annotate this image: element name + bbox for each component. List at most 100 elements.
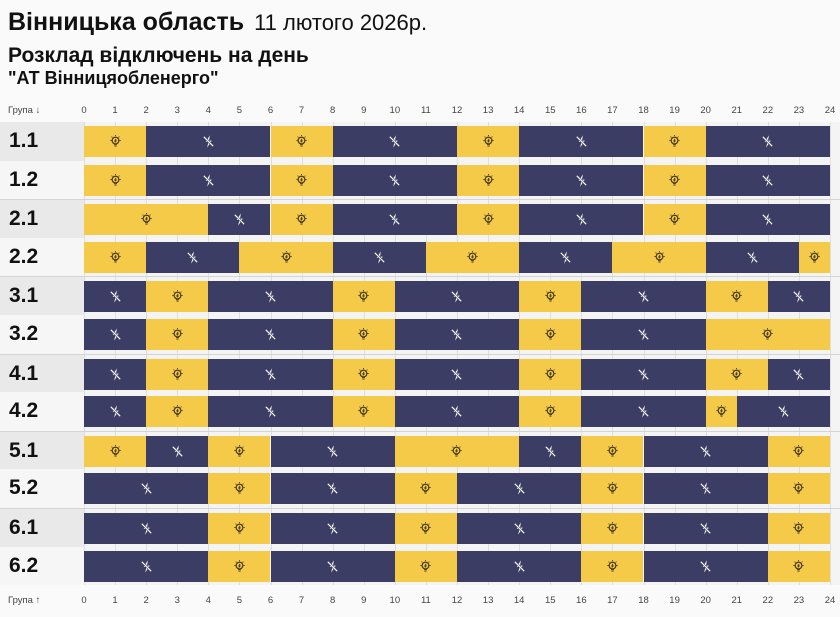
- power-off-segment[interactable]: [519, 164, 644, 196]
- power-on-segment[interactable]: [270, 126, 333, 157]
- power-off-segment[interactable]: [208, 396, 333, 428]
- power-on-segment[interactable]: [767, 550, 830, 582]
- power-on-segment[interactable]: [581, 550, 644, 582]
- power-on-segment[interactable]: [767, 513, 830, 544]
- power-on-segment[interactable]: [84, 164, 147, 196]
- power-off-segment[interactable]: [270, 435, 395, 467]
- power-off-segment[interactable]: [705, 164, 830, 196]
- power-off-segment[interactable]: [208, 319, 333, 350]
- power-off-segment[interactable]: [332, 241, 426, 273]
- power-off-segment[interactable]: [332, 126, 457, 157]
- power-off-segment[interactable]: [581, 281, 706, 313]
- power-off-segment[interactable]: [84, 550, 209, 582]
- power-off-segment[interactable]: [146, 241, 240, 273]
- power-on-segment[interactable]: [146, 319, 209, 350]
- power-off-segment[interactable]: [394, 319, 520, 350]
- power-on-segment[interactable]: [519, 358, 582, 390]
- power-on-segment[interactable]: [84, 204, 209, 236]
- power-off-segment[interactable]: [581, 319, 706, 350]
- power-on-segment[interactable]: [146, 358, 209, 390]
- power-off-segment[interactable]: [767, 281, 830, 313]
- power-on-segment[interactable]: [612, 241, 706, 273]
- power-off-segment[interactable]: [705, 241, 799, 273]
- power-on-segment[interactable]: [146, 281, 209, 313]
- power-off-segment[interactable]: [84, 473, 209, 505]
- power-on-segment[interactable]: [270, 164, 333, 196]
- power-on-segment[interactable]: [84, 126, 147, 157]
- power-on-segment[interactable]: [270, 204, 333, 236]
- power-on-segment[interactable]: [643, 164, 706, 196]
- power-off-segment[interactable]: [208, 281, 333, 313]
- power-on-segment[interactable]: [457, 164, 520, 196]
- power-on-segment[interactable]: [519, 319, 582, 350]
- power-on-segment[interactable]: [425, 241, 520, 273]
- power-off-segment[interactable]: [84, 319, 147, 350]
- power-off-segment[interactable]: [643, 435, 768, 467]
- power-on-segment[interactable]: [705, 319, 830, 350]
- power-off-segment[interactable]: [581, 358, 706, 390]
- power-off-segment[interactable]: [270, 473, 395, 505]
- power-off-segment[interactable]: [332, 204, 457, 236]
- power-off-segment[interactable]: [736, 396, 830, 428]
- power-on-segment[interactable]: [394, 473, 457, 505]
- power-on-segment[interactable]: [643, 126, 706, 157]
- power-on-segment[interactable]: [798, 241, 830, 273]
- power-off-segment[interactable]: [394, 358, 520, 390]
- power-on-segment[interactable]: [767, 435, 830, 467]
- power-off-segment[interactable]: [705, 126, 830, 157]
- power-on-segment[interactable]: [394, 513, 457, 544]
- power-off-segment[interactable]: [146, 435, 209, 467]
- power-off-segment[interactable]: [457, 550, 582, 582]
- power-on-segment[interactable]: [332, 396, 395, 428]
- power-on-segment[interactable]: [767, 473, 830, 505]
- group-sort-label[interactable]: Група ↑: [8, 595, 41, 606]
- power-off-segment[interactable]: [84, 358, 147, 390]
- power-on-segment[interactable]: [332, 358, 395, 390]
- power-on-segment[interactable]: [519, 281, 582, 313]
- power-on-segment[interactable]: [239, 241, 333, 273]
- power-off-segment[interactable]: [394, 281, 520, 313]
- power-off-segment[interactable]: [581, 396, 706, 428]
- power-on-segment[interactable]: [519, 396, 582, 428]
- power-on-segment[interactable]: [705, 281, 768, 313]
- power-on-segment[interactable]: [208, 550, 271, 582]
- power-off-segment[interactable]: [146, 164, 271, 196]
- power-off-segment[interactable]: [394, 396, 520, 428]
- power-off-segment[interactable]: [705, 204, 830, 236]
- power-off-segment[interactable]: [332, 164, 457, 196]
- power-on-segment[interactable]: [332, 319, 395, 350]
- power-off-segment[interactable]: [208, 204, 271, 236]
- power-on-segment[interactable]: [705, 358, 768, 390]
- power-off-segment[interactable]: [457, 473, 582, 505]
- power-on-segment[interactable]: [208, 473, 271, 505]
- power-on-segment[interactable]: [581, 513, 644, 544]
- power-on-segment[interactable]: [208, 513, 271, 544]
- power-off-segment[interactable]: [457, 513, 582, 544]
- power-off-segment[interactable]: [519, 435, 582, 467]
- power-off-segment[interactable]: [643, 473, 768, 505]
- power-on-segment[interactable]: [332, 281, 395, 313]
- power-off-segment[interactable]: [84, 513, 209, 544]
- power-off-segment[interactable]: [519, 204, 644, 236]
- power-on-segment[interactable]: [457, 126, 520, 157]
- power-off-segment[interactable]: [270, 513, 395, 544]
- power-off-segment[interactable]: [146, 126, 271, 157]
- power-on-segment[interactable]: [581, 473, 644, 505]
- power-off-segment[interactable]: [270, 550, 395, 582]
- power-on-segment[interactable]: [208, 435, 271, 467]
- power-off-segment[interactable]: [84, 396, 147, 428]
- power-off-segment[interactable]: [643, 513, 768, 544]
- power-on-segment[interactable]: [394, 435, 520, 467]
- power-on-segment[interactable]: [84, 435, 147, 467]
- power-off-segment[interactable]: [767, 358, 830, 390]
- power-off-segment[interactable]: [643, 550, 768, 582]
- power-on-segment[interactable]: [146, 396, 209, 428]
- power-on-segment[interactable]: [643, 204, 706, 236]
- power-on-segment[interactable]: [84, 241, 147, 273]
- power-off-segment[interactable]: [519, 241, 613, 273]
- power-on-segment[interactable]: [394, 550, 457, 582]
- power-off-segment[interactable]: [84, 281, 147, 313]
- power-on-segment[interactable]: [457, 204, 520, 236]
- power-on-segment[interactable]: [705, 396, 737, 428]
- power-off-segment[interactable]: [519, 126, 644, 157]
